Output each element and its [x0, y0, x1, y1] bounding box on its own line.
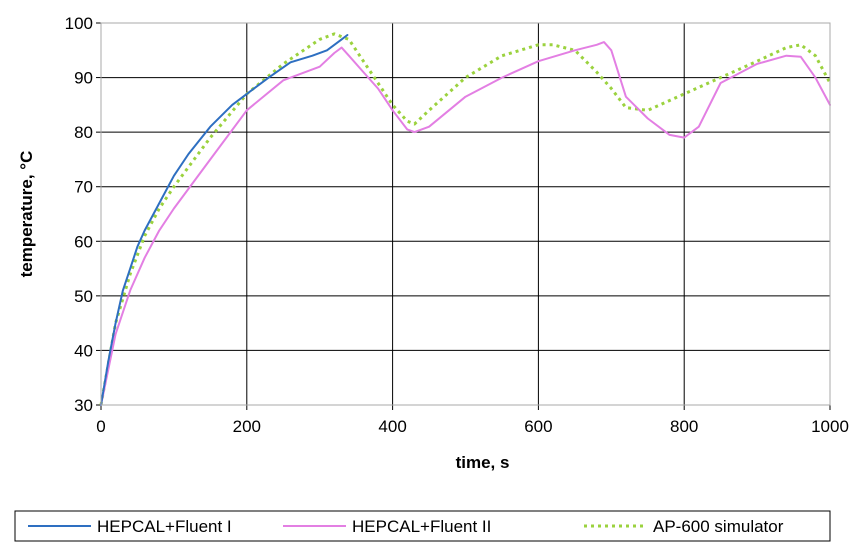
- y-axis-title: temperature, °C: [17, 151, 36, 278]
- series-layer: [99, 32, 832, 406]
- x-axis-title: time, s: [456, 453, 510, 472]
- legend-box: [14, 510, 831, 542]
- y-tick-label: 80: [74, 123, 93, 142]
- plot-area-frame: [100, 22, 831, 406]
- legend-label-2: HEPCAL+Fluent II: [352, 517, 491, 536]
- series-line-3: [99, 32, 832, 406]
- x-tick-label: 1000: [811, 417, 849, 436]
- grid: [96, 22, 831, 410]
- legend-label-1: HEPCAL+Fluent I: [97, 517, 232, 536]
- legend-label-3: AP-600 simulator: [653, 517, 784, 536]
- series-line-2: [100, 41, 831, 406]
- y-tick-labels: 30 40 50 60 70 80 90 100: [65, 14, 93, 415]
- y-tick-label: 90: [74, 69, 93, 88]
- x-tick-labels: 0 200 400 600 800 1000: [96, 417, 849, 436]
- y-tick-label: 100: [65, 14, 93, 33]
- x-tick-label: 400: [378, 417, 406, 436]
- x-tick-label: 200: [233, 417, 261, 436]
- x-tick-label: 600: [524, 417, 552, 436]
- x-tick-label: 800: [670, 417, 698, 436]
- y-tick-label: 60: [74, 232, 93, 251]
- x-tick-label: 0: [96, 417, 105, 436]
- y-tick-label: 40: [74, 341, 93, 360]
- y-tick-label: 70: [74, 178, 93, 197]
- y-tick-label: 30: [74, 396, 93, 415]
- y-tick-label: 50: [74, 287, 93, 306]
- series-line-1: [100, 34, 349, 406]
- legend: HEPCAL+Fluent I HEPCAL+Fluent II AP-600 si…: [14, 510, 831, 542]
